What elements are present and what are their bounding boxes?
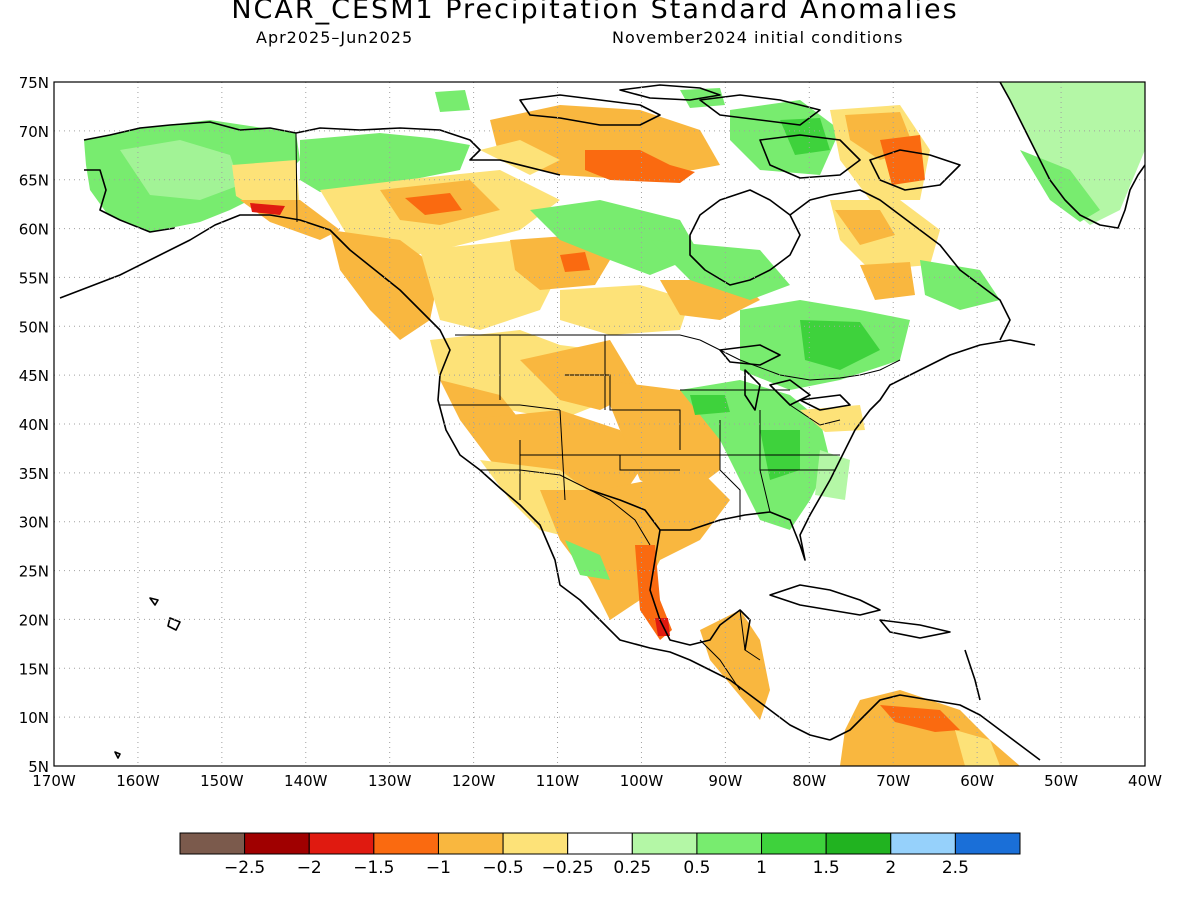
colorbar-swatch	[696, 832, 763, 855]
lat-tick-label: 10N	[19, 709, 49, 727]
lat-tick-label: 60N	[19, 221, 49, 239]
colorbar-swatch	[308, 832, 375, 855]
lat-tick-label: 5N	[28, 758, 49, 776]
colorbar-swatch	[567, 832, 633, 855]
lat-tick-label: 20N	[19, 611, 49, 629]
lat-tick-label: 45N	[19, 367, 49, 385]
colorbar-label: −2	[297, 858, 322, 878]
lat-tick-label: 50N	[19, 318, 49, 336]
colorbar-label: 1.5	[813, 858, 840, 878]
colorbar-swatch	[244, 832, 310, 855]
lon-tick-label: 150W	[200, 772, 244, 790]
lon-tick-label: 90W	[708, 772, 742, 790]
initial-conditions: November2024 initial conditions	[612, 28, 904, 47]
colorbar-label: 2	[885, 858, 896, 878]
lon-tick-label: 140W	[284, 772, 328, 790]
lon-tick-label: 130W	[368, 772, 412, 790]
anomaly-region-greenland	[1000, 82, 1145, 225]
colorbar-label: 1	[756, 858, 767, 878]
lon-tick-label: 60W	[960, 772, 994, 790]
lon-tick-label: 70W	[876, 772, 910, 790]
lat-tick-label: 15N	[19, 660, 49, 678]
colorbar-label: −1	[426, 858, 451, 878]
anomaly-region-mexico	[635, 545, 672, 640]
colorbar-swatch	[890, 832, 956, 855]
lon-tick-label: 50W	[1044, 772, 1078, 790]
longitude-labels: 170W 160W 150W 140W 130W 120W 110W 100W 90W 80W 70…	[32, 772, 1162, 790]
lon-tick-label: 120W	[452, 772, 496, 790]
colorbar-label: 0.5	[683, 858, 710, 878]
latitude-labels: 75N 70N 65N 60N 55N 50N 45N 40N 35N 30N 25N 20N 15N 1…	[19, 74, 49, 776]
colorbar-label: −1.5	[353, 858, 394, 878]
colorbar-label: −0.25	[542, 858, 594, 878]
map-frame	[53, 81, 1146, 767]
lat-tick-label: 40N	[19, 416, 49, 434]
colorbar-label: 2.5	[942, 858, 969, 878]
map-gridlines	[53, 81, 1146, 767]
colorbar-swatch	[179, 832, 246, 855]
colorbar-label: 0.25	[613, 858, 651, 878]
lon-tick-label: 170W	[32, 772, 76, 790]
lat-tick-label: 70N	[19, 123, 49, 141]
map-title: NCAR_CESM1 Precipitation Standard Anomal…	[231, 0, 959, 25]
colorbar-swatch	[373, 832, 439, 855]
colorbar-label: −2.5	[224, 858, 265, 878]
lon-tick-label: 110W	[536, 772, 580, 790]
forecast-period: Apr2025–Jun2025	[256, 28, 414, 47]
colorbar	[179, 832, 1021, 855]
colorbar-swatch	[502, 832, 569, 855]
lat-tick-label: 75N	[19, 74, 49, 92]
lon-tick-label: 80W	[792, 772, 826, 790]
coastlines	[59, 82, 1145, 761]
lat-tick-label: 55N	[19, 269, 49, 287]
colorbar-labels: −2.5 −2 −1.5 −1 −0.5 −0.25 0.25 0.5 1 1.5 2 2.5	[224, 858, 969, 878]
colorbar-swatch	[631, 832, 698, 855]
colorbar-swatch	[825, 832, 892, 855]
colorbar-swatch	[437, 832, 504, 855]
lon-tick-label: 40W	[1128, 772, 1162, 790]
colorbar-label: −0.5	[482, 858, 523, 878]
lon-tick-label: 100W	[620, 772, 664, 790]
colorbar-swatch	[954, 832, 1021, 855]
lon-tick-label: 160W	[116, 772, 160, 790]
lat-tick-label: 65N	[19, 172, 49, 190]
lat-tick-label: 25N	[19, 563, 49, 581]
colorbar-swatch	[761, 832, 827, 855]
lat-tick-label: 30N	[19, 514, 49, 532]
lat-tick-label: 35N	[19, 465, 49, 483]
